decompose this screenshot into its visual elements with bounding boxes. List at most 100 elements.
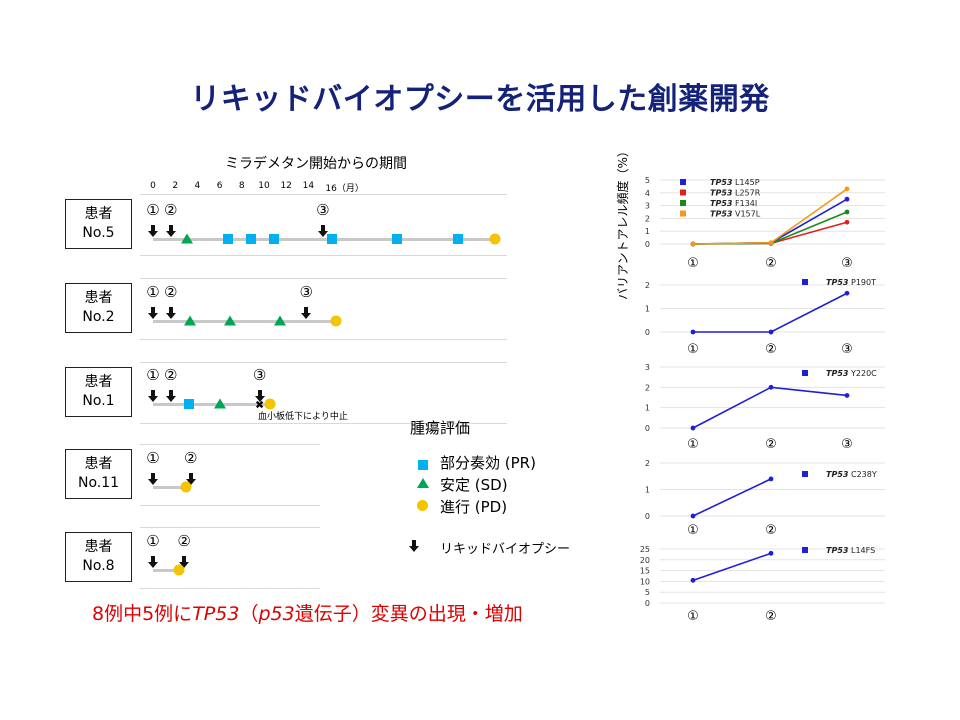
data-point [690, 425, 696, 431]
y-tick-label: 15 [640, 567, 650, 576]
x-tick-label: ① [687, 609, 699, 624]
y-tick-label: 2 [645, 383, 650, 392]
legend-gene: TP53 [710, 178, 733, 187]
y-tick-label: 2 [645, 281, 650, 290]
x-tick-label: ② [765, 256, 777, 271]
legend-variant: F134I [732, 199, 757, 208]
page-title: リキッドバイオプシーを活用した創薬開発 [190, 82, 770, 117]
row-separator [140, 588, 320, 589]
y-tick-label: 3 [645, 202, 650, 211]
row-separator [140, 255, 507, 256]
y-tick-label: 5 [645, 588, 650, 597]
biopsy-number: ① [146, 449, 160, 467]
stop-x-icon: ✖ [254, 398, 265, 412]
summary-part2: （ [239, 603, 259, 625]
patient-label-line1: 患者 [84, 290, 113, 306]
timeline-bar [153, 403, 270, 406]
legend-swatch [802, 471, 808, 477]
patient-label-line2: No.5 [82, 225, 115, 241]
legend-label: TP53 C238Y [826, 470, 877, 479]
x-tick-label: ① [687, 523, 699, 538]
x-tick-label: ② [765, 609, 777, 624]
summary-gene2: p53 [258, 603, 295, 625]
legend-swatch [680, 200, 686, 206]
pd-circle-marker [180, 481, 192, 493]
series-line [692, 478, 772, 517]
month-tick-label: 6 [216, 181, 223, 191]
x-tick-label: ③ [841, 342, 853, 357]
timeline-bar [153, 320, 337, 323]
series-line [692, 552, 772, 582]
y-tick-label: 4 [645, 189, 650, 198]
row-separator [140, 278, 507, 279]
y-tick-label: 5 [645, 176, 650, 185]
legend-label: TP53 L14FS [826, 546, 875, 555]
y-tick-label: 1 [645, 486, 650, 495]
legend-gene: TP53 [826, 470, 849, 479]
data-point [690, 329, 696, 335]
patient-label-line1: 患者 [84, 374, 113, 390]
row-separator [140, 339, 507, 340]
biopsy-number: ② [184, 449, 198, 467]
data-point [844, 186, 850, 192]
timeline-bar [153, 569, 185, 572]
y-tick-label: 1 [645, 305, 650, 314]
data-point [768, 329, 774, 335]
data-point [844, 209, 850, 215]
y-tick-label: 0 [645, 599, 650, 608]
data-point [844, 196, 850, 202]
y-tick-label: 1 [645, 404, 650, 413]
y-tick-label: 0 [645, 240, 650, 249]
legend-label: TP53 P190T [826, 278, 876, 287]
month-tick-label: 16（月） [325, 184, 364, 194]
legend-variant: C238Y [848, 470, 876, 479]
pr-square-marker [245, 234, 256, 244]
row-separator [140, 423, 507, 424]
patient-label: 患者 No.11 [65, 449, 132, 499]
y-tick-label: 0 [645, 512, 650, 521]
y-tick-label: 1 [645, 227, 650, 236]
legend-variant: Y220C [848, 369, 877, 378]
biopsy-number: ① [146, 366, 160, 384]
y-tick-label: 2 [645, 214, 650, 223]
legend-triangle-icon [417, 478, 429, 488]
x-tick-label: ① [687, 437, 699, 452]
x-tick-label: ③ [841, 256, 853, 271]
x-tick-label: ② [765, 523, 777, 538]
month-tick-label: 10 [258, 181, 270, 191]
y-tick-label: 3 [645, 363, 650, 372]
legend-label: TP53 L257R [710, 189, 761, 198]
sd-triangle-marker [223, 315, 236, 326]
data-point [768, 384, 774, 390]
y-tick-label: 0 [645, 328, 650, 337]
biopsy-number: ① [146, 283, 160, 301]
biopsy-number: ② [164, 283, 178, 301]
month-tick-label: 8 [238, 181, 245, 191]
sd-triangle-marker [213, 398, 226, 409]
month-tick-label: 0 [150, 181, 156, 191]
patient-label-line2: No.2 [82, 309, 115, 325]
legend-square-icon [418, 460, 428, 470]
legend-variant: L14FS [848, 546, 875, 555]
biopsy-number: ② [164, 366, 178, 384]
biopsy-number: ② [164, 201, 178, 219]
month-tick-label: 2 [172, 181, 179, 191]
legend-gene: TP53 [710, 210, 733, 219]
legend-title: 腫瘍評価 [410, 419, 471, 437]
legend-swatch [680, 179, 686, 185]
patient-label: 患者 No.8 [65, 532, 132, 582]
y-tick-label: 0 [645, 424, 650, 433]
month-tick-label: 4 [194, 181, 201, 191]
legend-gene: TP53 [826, 369, 849, 378]
data-point [768, 240, 774, 246]
x-tick-label: ② [765, 342, 777, 357]
y-tick-label: 20 [640, 556, 650, 565]
legend-circle-icon [417, 500, 428, 511]
data-point [844, 219, 850, 225]
month-tick-label: 14 [302, 181, 315, 191]
sd-triangle-marker [183, 315, 196, 326]
month-tick-label: 12 [280, 181, 292, 191]
row-separator [140, 527, 320, 528]
legend-label: TP53 V157L [710, 210, 761, 219]
